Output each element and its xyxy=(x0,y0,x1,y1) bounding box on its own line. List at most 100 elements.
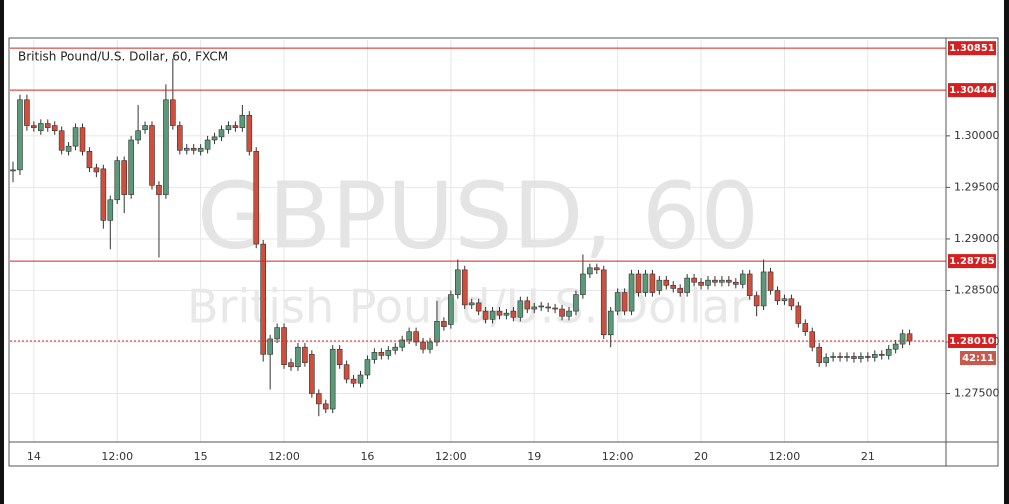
x-tick-label: 12:00 xyxy=(101,450,133,463)
candle-body xyxy=(58,130,65,151)
x-tick-label: 21 xyxy=(861,450,875,463)
candle-body xyxy=(399,339,406,348)
candle-body xyxy=(253,151,260,245)
candle-body xyxy=(65,145,72,152)
candle-body xyxy=(816,346,823,363)
candle-body xyxy=(288,362,294,368)
candle-body xyxy=(406,331,412,341)
edge xyxy=(1004,0,1009,504)
y-tick-label: 1.29500 xyxy=(954,180,1000,193)
candle-body xyxy=(719,279,725,283)
candle-body xyxy=(503,312,510,316)
candle-body xyxy=(329,348,336,410)
candle-body xyxy=(628,273,635,312)
candle-body xyxy=(760,271,767,307)
candle-body xyxy=(420,341,426,350)
candle-body xyxy=(163,99,169,195)
candle-body xyxy=(93,167,100,173)
candle-body xyxy=(246,114,253,152)
candle-body xyxy=(17,99,23,171)
candle-body xyxy=(538,305,545,308)
candle-body xyxy=(837,356,843,358)
candle-body xyxy=(656,279,663,291)
y-tick-label: 1.29000 xyxy=(954,232,1000,245)
candle-body xyxy=(691,277,697,283)
candle-body xyxy=(128,139,134,195)
candle-body xyxy=(441,321,447,327)
candle-body xyxy=(823,357,829,363)
candle-body xyxy=(107,199,114,221)
candle-body xyxy=(461,269,468,306)
candle-body xyxy=(552,307,558,310)
candle-body xyxy=(204,139,211,150)
watermark-sub: British Pound/U.S. Dollar xyxy=(187,280,749,334)
candle-body xyxy=(114,160,121,201)
candle-body xyxy=(454,269,461,295)
candle-body xyxy=(385,349,392,356)
x-tick-label: 12:00 xyxy=(769,450,801,463)
candle-body xyxy=(10,169,16,172)
candle-body xyxy=(336,348,343,365)
candle-body xyxy=(566,310,572,317)
candle-body xyxy=(343,364,350,380)
last-price-label: 1.28010 xyxy=(949,336,995,347)
x-tick-label: 20 xyxy=(694,450,708,463)
x-tick-label: 16 xyxy=(360,450,374,463)
candle-body xyxy=(531,306,538,310)
candle-body xyxy=(468,302,475,306)
candle-body xyxy=(100,168,107,221)
last-price-badge xyxy=(948,333,996,348)
candle-body xyxy=(315,393,322,405)
candle-body xyxy=(190,147,197,151)
candle-body xyxy=(559,308,565,317)
candle-body xyxy=(663,279,670,286)
candle-body xyxy=(72,127,79,147)
candle-body xyxy=(482,310,489,320)
candle-body xyxy=(260,243,267,355)
candle-body xyxy=(295,346,301,368)
candle-body xyxy=(51,125,58,132)
candle-body xyxy=(593,267,600,271)
candle-body xyxy=(614,292,621,312)
level-badge xyxy=(948,254,996,269)
candle-body xyxy=(378,352,385,356)
x-tick-label: 19 xyxy=(527,450,541,463)
candle-body xyxy=(587,267,593,275)
candle-body xyxy=(392,346,399,351)
candle-body xyxy=(684,277,690,293)
countdown-badge xyxy=(960,350,996,365)
candle-body xyxy=(225,125,232,130)
candle-body xyxy=(892,343,899,350)
candle-body xyxy=(496,310,503,316)
candle-body xyxy=(427,341,433,350)
candle-body xyxy=(677,288,684,293)
candle-body xyxy=(698,281,704,286)
candle-body xyxy=(211,136,218,141)
x-tick-label: 15 xyxy=(194,450,208,463)
candle-body xyxy=(851,356,857,359)
level-label: 1.30851 xyxy=(949,43,995,54)
candle-body xyxy=(44,123,51,128)
candle-body xyxy=(580,273,586,295)
candle-body xyxy=(739,273,746,285)
chart-title: British Pound/U.S. Dollar, 60, FXCM xyxy=(18,50,228,64)
candle-body xyxy=(844,356,850,358)
candle-body xyxy=(753,295,760,307)
candle-body xyxy=(489,310,496,320)
candle-body xyxy=(726,279,732,283)
candle-body xyxy=(170,99,176,126)
candle-body xyxy=(642,273,649,293)
candle-body xyxy=(364,359,371,376)
candle-body xyxy=(274,327,280,340)
candle-body xyxy=(475,302,482,312)
candle-body xyxy=(607,310,614,336)
candle-body xyxy=(871,354,878,358)
edge xyxy=(0,0,4,504)
candle-body xyxy=(649,273,656,293)
y-tick-label: 1.27500 xyxy=(954,387,1000,400)
candle-body xyxy=(858,356,864,359)
candle-body xyxy=(670,285,677,289)
candle-body xyxy=(135,130,141,141)
candle-body xyxy=(795,305,802,324)
